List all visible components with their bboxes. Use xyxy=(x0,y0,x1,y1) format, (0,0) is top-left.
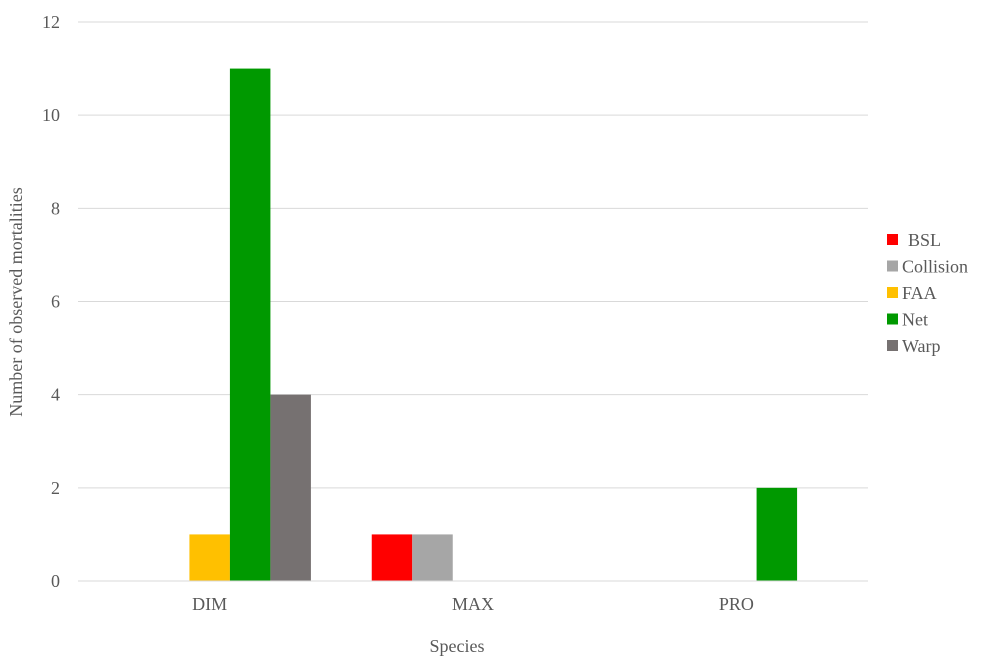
bar-collision-max xyxy=(412,534,453,581)
x-tick-label: PRO xyxy=(719,594,754,614)
legend-item-collision: Collision xyxy=(887,257,968,277)
legend-label: Net xyxy=(902,310,928,330)
bar-net-dim xyxy=(229,68,271,582)
y-axis-ticks: 0 2 4 6 8 10 12 xyxy=(42,12,60,591)
legend-label: Collision xyxy=(902,257,968,277)
x-axis-ticks: DIM MAX PRO xyxy=(192,594,754,614)
legend-item-net: Net xyxy=(887,310,928,330)
legend-item-bsl: BSL xyxy=(887,230,941,250)
legend-item-warp: Warp xyxy=(887,336,941,356)
y-tick-label: 6 xyxy=(51,292,60,312)
legend-swatch xyxy=(887,313,898,325)
bar-bsl-max xyxy=(371,534,413,581)
gridlines xyxy=(78,21,868,489)
bar-warp-dim xyxy=(270,394,311,581)
y-tick-label: 0 xyxy=(51,571,60,591)
x-axis-title: Species xyxy=(430,636,485,656)
legend-label: FAA xyxy=(902,283,937,303)
y-axis-title: Number of observed mortalities xyxy=(6,187,26,416)
y-tick-label: 12 xyxy=(42,12,60,32)
legend-swatch xyxy=(887,234,898,245)
x-tick-label: DIM xyxy=(192,594,227,614)
legend-swatch xyxy=(887,260,898,272)
legend: BSL Collision FAA Net Warp xyxy=(887,230,968,356)
legend-item-faa: FAA xyxy=(887,283,937,303)
y-tick-label: 10 xyxy=(42,105,60,125)
legend-label: Warp xyxy=(902,336,941,356)
bars xyxy=(189,68,798,582)
bar-net-pro xyxy=(756,487,798,581)
bar-faa-dim xyxy=(189,534,230,581)
legend-swatch xyxy=(887,340,898,351)
y-tick-label: 4 xyxy=(51,385,60,405)
y-tick-label: 2 xyxy=(51,478,60,498)
legend-swatch xyxy=(887,287,898,298)
y-tick-label: 8 xyxy=(51,198,60,218)
legend-label: BSL xyxy=(908,230,941,250)
x-tick-label: MAX xyxy=(452,594,494,614)
